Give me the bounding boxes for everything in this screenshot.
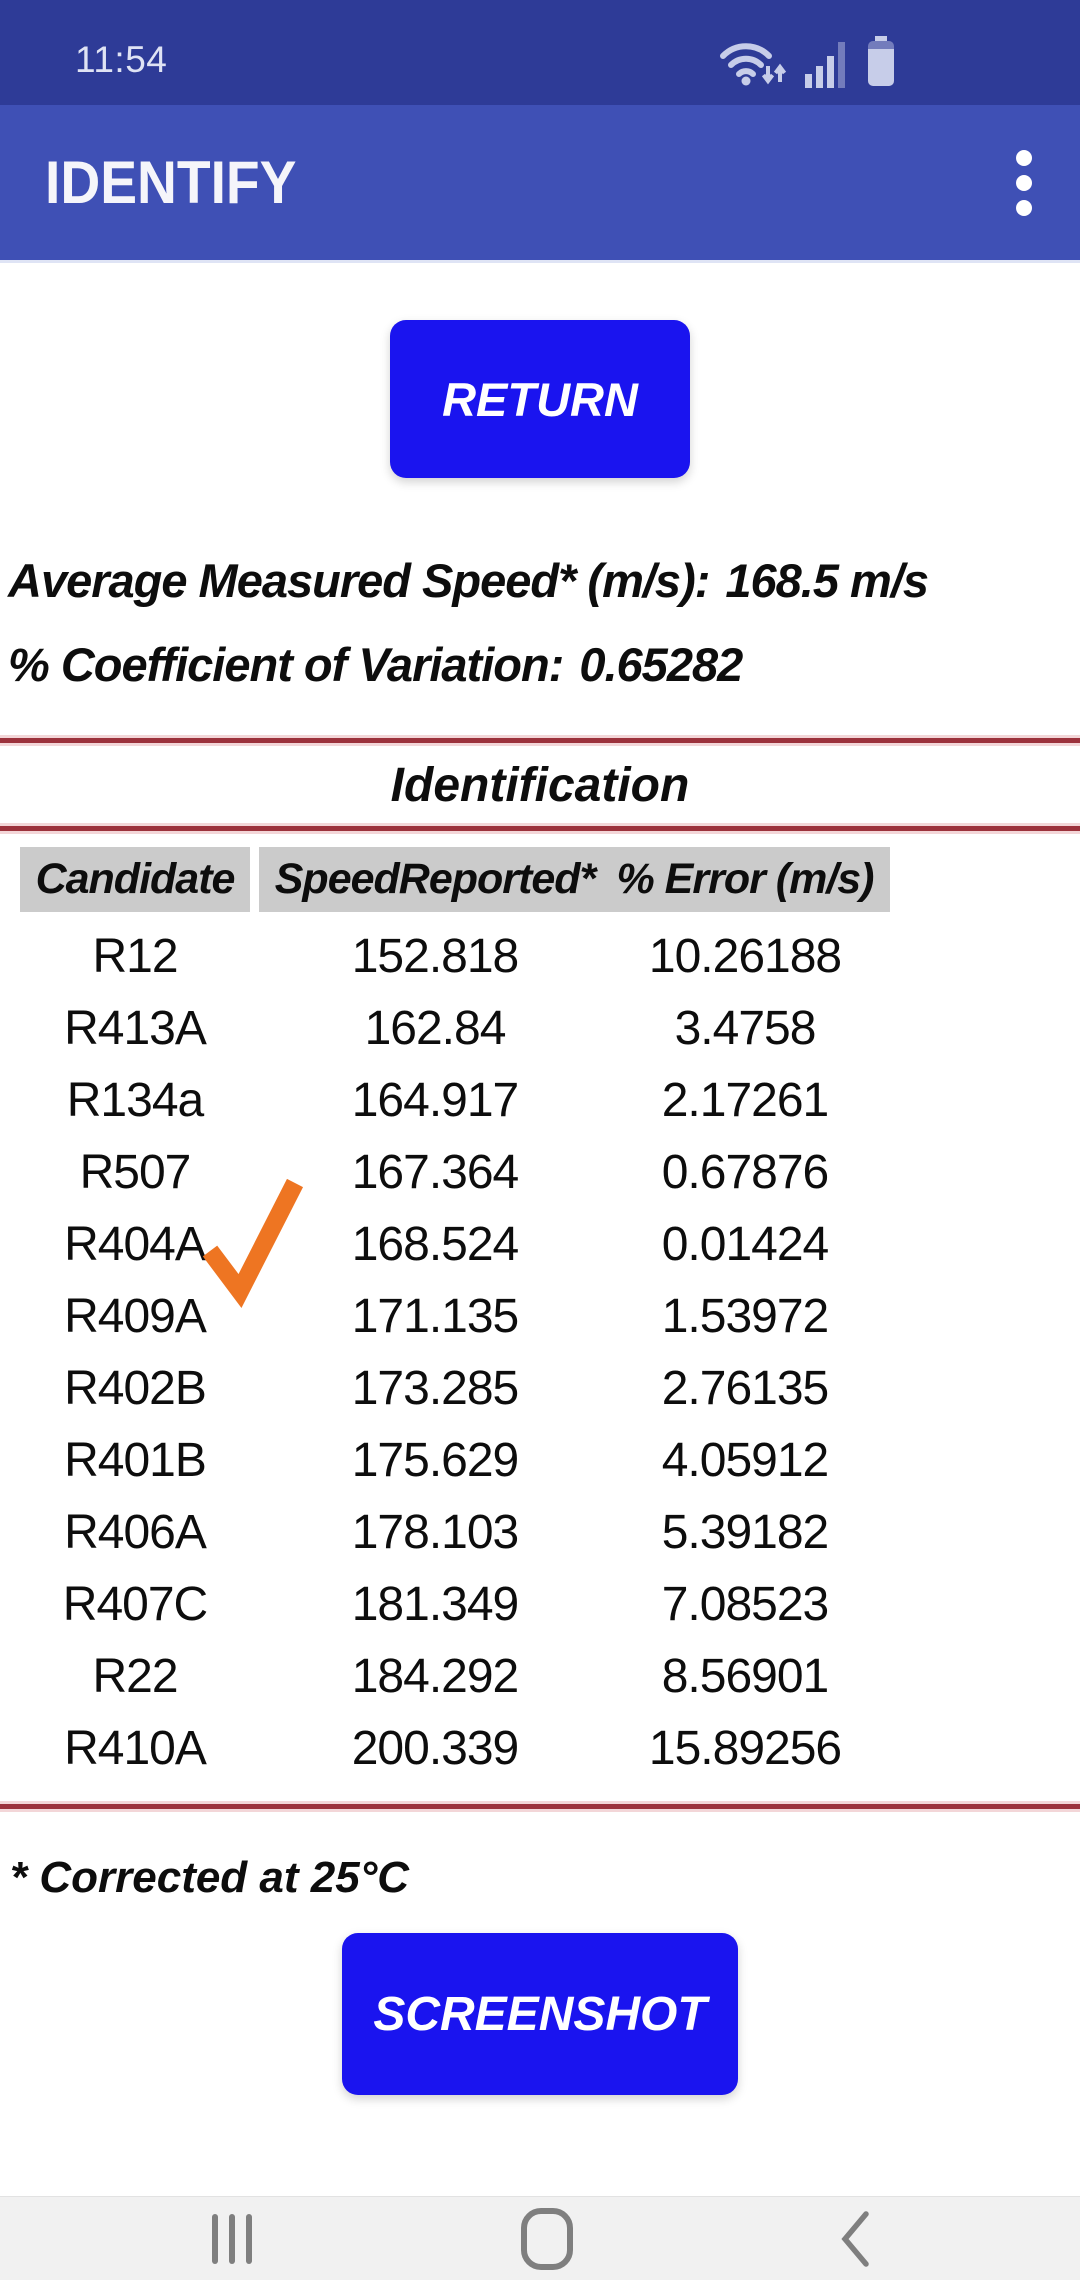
identification-section-header: Identification <box>0 738 1080 831</box>
candidate-name: R507 <box>79 1145 192 1199</box>
percent-error-cell: 2.17261 <box>661 1073 830 1127</box>
table-row: R406A 178.103 5.39182 <box>0 1496 1080 1568</box>
percent-error-cell: 10.26188 <box>648 929 842 983</box>
speed-reported-cell: 168.524 <box>351 1217 520 1271</box>
candidate-cell: R402B <box>0 1361 270 1416</box>
percent-error-cell: 0.67876 <box>661 1145 830 1199</box>
percent-error-cell: 5.39182 <box>661 1505 830 1559</box>
candidate-cell: R409A <box>0 1289 270 1344</box>
candidate-cell: R22 <box>0 1649 270 1704</box>
percent-error-cell: 15.89256 <box>648 1721 842 1775</box>
return-button[interactable]: RETURN <box>390 320 690 478</box>
percent-error-cell: 8.56901 <box>661 1649 830 1703</box>
col-header-candidate: Candidate <box>19 847 251 912</box>
candidate-cell: R134a <box>0 1073 270 1128</box>
candidate-cell: R410A <box>0 1721 270 1776</box>
table-row: R507 167.364 0.67876 <box>0 1136 1080 1208</box>
table-row: R410A 200.339 15.89256 <box>0 1712 1080 1784</box>
table-row: R134a 164.917 2.17261 <box>0 1064 1080 1136</box>
main-content: RETURN Average Measured Speed* (m/s): 168… <box>0 320 1080 2095</box>
candidate-name: R409A <box>64 1289 207 1343</box>
table-row: R404A 168.524 0.01424 <box>0 1178 1080 1308</box>
candidate-cell: R12 <box>0 929 270 984</box>
status-clock: 11:54 <box>75 38 168 80</box>
speed-reported-cell: 175.629 <box>351 1433 520 1487</box>
coefficient-variation-line: % Coefficient of Variation: 0.65282 <box>8 634 1080 696</box>
candidate-name: R401B <box>64 1433 207 1487</box>
table-row: R407C 181.349 7.08523 <box>0 1568 1080 1640</box>
speed-reported-cell: 152.818 <box>351 929 520 983</box>
average-speed-label: Average Measured Speed* (m/s): <box>8 554 710 607</box>
percent-error-cell: 2.76135 <box>661 1361 830 1415</box>
section-title: Identification <box>390 759 690 812</box>
speed-reported-cell: 162.84 <box>364 1001 507 1055</box>
speed-reported-cell: 171.135 <box>351 1289 520 1343</box>
app-title: IDENTIFY <box>45 149 297 216</box>
coefficient-variation-value: 0.65282 <box>579 638 743 691</box>
table-row: R413A 162.84 3.4758 <box>0 992 1080 1064</box>
speed-reported-cell: 164.917 <box>351 1073 520 1127</box>
candidate-name: R413A <box>64 1001 207 1055</box>
speed-reported-cell: 173.285 <box>351 1361 520 1415</box>
percent-error-cell: 1.53972 <box>661 1289 830 1343</box>
speed-reported-cell: 181.349 <box>351 1577 520 1631</box>
candidate-cell: R401B <box>0 1433 270 1488</box>
candidate-name: R406A <box>64 1505 207 1559</box>
candidate-name: R402B <box>64 1361 207 1415</box>
navigation-bar <box>0 2196 1080 2280</box>
wifi-icon <box>720 42 787 85</box>
table-bottom-divider <box>0 1804 1080 1809</box>
identification-table-body: R12 152.818 10.26188 R413A 162.84 3.4758 R134a… <box>0 920 1080 1784</box>
table-row: R402B 173.285 2.76135 <box>0 1352 1080 1424</box>
table-row: R12 152.818 10.26188 <box>0 920 1080 992</box>
speed-reported-cell: 178.103 <box>351 1505 520 1559</box>
candidate-name: R22 <box>92 1649 178 1703</box>
candidate-cell: R406A <box>0 1505 270 1560</box>
back-icon[interactable] <box>838 2210 872 2268</box>
speed-reported-cell: 167.364 <box>351 1145 520 1199</box>
candidate-cell: R404A <box>0 1178 304 1308</box>
signal-strength-icon <box>805 41 845 88</box>
col-header-percent-error: % Error (m/s) <box>600 847 890 912</box>
status-bar: 11:54 <box>0 0 1080 105</box>
candidate-cell: R407C <box>0 1577 270 1632</box>
candidate-name: R12 <box>92 929 178 983</box>
corrected-footnote: * Corrected at 25°C <box>10 1853 410 1902</box>
candidate-cell: R413A <box>0 1001 270 1056</box>
candidate-name: R410A <box>64 1721 207 1775</box>
best-match-check-icon <box>202 1178 304 1308</box>
overflow-menu-icon[interactable] <box>1006 136 1042 230</box>
coefficient-variation-label: % Coefficient of Variation: <box>8 638 564 691</box>
speed-reported-cell: 200.339 <box>351 1721 520 1775</box>
battery-icon <box>868 35 894 86</box>
app-bar: IDENTIFY <box>0 105 1080 260</box>
col-header-speed-reported: SpeedReported* <box>258 847 612 912</box>
speed-reported-cell: 184.292 <box>351 1649 520 1703</box>
percent-error-cell: 3.4758 <box>674 1001 817 1055</box>
home-icon[interactable] <box>520 2207 574 2270</box>
candidate-name: R407C <box>62 1577 208 1631</box>
percent-error-cell: 4.05912 <box>661 1433 830 1487</box>
percent-error-cell: 0.01424 <box>661 1217 830 1271</box>
percent-error-cell: 7.08523 <box>661 1577 830 1631</box>
candidate-name: R404A <box>64 1217 207 1271</box>
screenshot-button[interactable]: SCREENSHOT <box>342 1933 738 2095</box>
table-header-row: Candidate SpeedReported* % Error (m/s) <box>0 847 1080 912</box>
table-row: R22 184.292 8.56901 <box>0 1640 1080 1712</box>
candidate-name: R134a <box>66 1073 204 1127</box>
recents-icon[interactable] <box>208 2212 256 2266</box>
average-speed-value: 168.5 m/s <box>725 554 929 607</box>
results-summary: Average Measured Speed* (m/s): 168.5 m/s … <box>0 550 1080 696</box>
candidate-cell: R507 <box>0 1145 270 1200</box>
table-row: R409A 171.135 1.53972 <box>0 1280 1080 1352</box>
average-speed-line: Average Measured Speed* (m/s): 168.5 m/s <box>8 550 1080 612</box>
status-icons <box>719 18 897 88</box>
table-row: R401B 175.629 4.05912 <box>0 1424 1080 1496</box>
